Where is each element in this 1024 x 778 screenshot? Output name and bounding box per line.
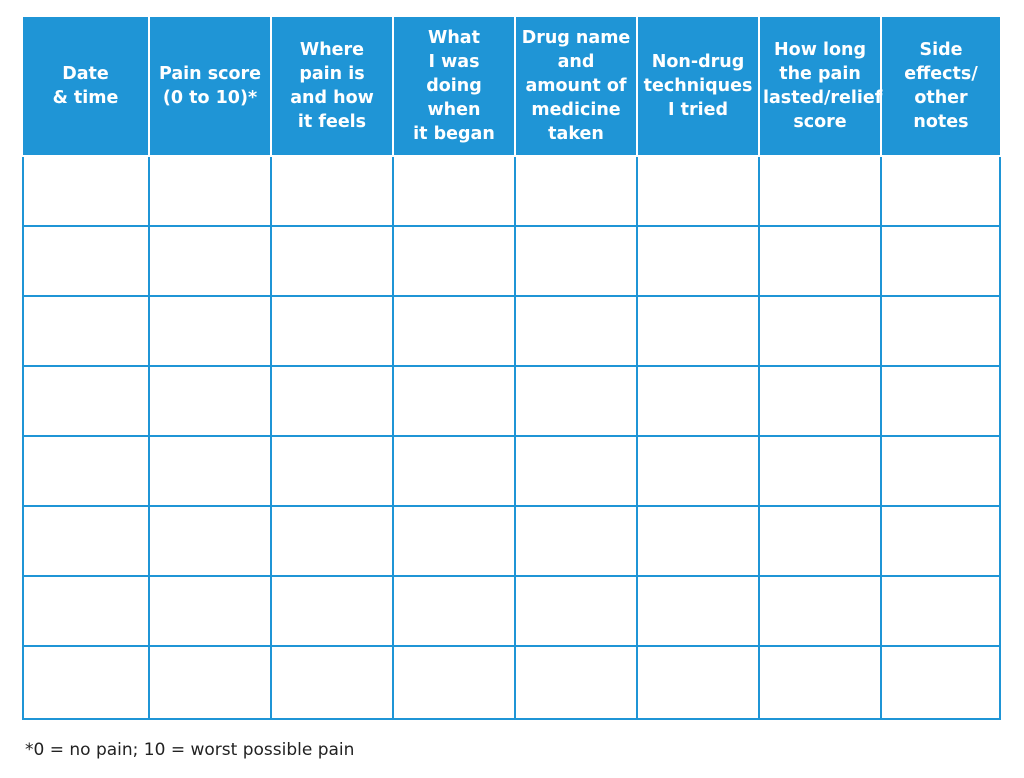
table-row xyxy=(22,645,1001,720)
table-cell[interactable] xyxy=(758,575,882,647)
table-cell[interactable] xyxy=(270,365,394,437)
table-cell[interactable] xyxy=(514,435,638,507)
table-cell[interactable] xyxy=(148,155,272,227)
table-cell[interactable] xyxy=(758,435,882,507)
table-cell[interactable] xyxy=(148,505,272,577)
table-cell[interactable] xyxy=(636,645,760,720)
table-cell[interactable] xyxy=(148,435,272,507)
header-duration-relief: How long the pain lasted/relief score xyxy=(758,17,882,157)
table-cell[interactable] xyxy=(514,225,638,297)
pain-scale-footnote: *0 = no pain; 10 = worst possible pain xyxy=(25,740,355,760)
table-cell[interactable] xyxy=(880,155,1001,227)
table-cell[interactable] xyxy=(880,295,1001,367)
table-row xyxy=(22,435,1001,507)
table-cell[interactable] xyxy=(514,505,638,577)
table-cell[interactable] xyxy=(880,365,1001,437)
table-cell[interactable] xyxy=(22,645,150,720)
table-cell[interactable] xyxy=(758,505,882,577)
table-cell[interactable] xyxy=(636,365,760,437)
header-date-time: Date & time xyxy=(23,17,150,157)
table-cell[interactable] xyxy=(392,575,516,647)
table-cell[interactable] xyxy=(880,435,1001,507)
table-cell[interactable] xyxy=(514,295,638,367)
table-cell[interactable] xyxy=(636,155,760,227)
table-cell[interactable] xyxy=(270,225,394,297)
table-cell[interactable] xyxy=(758,225,882,297)
header-pain-location: Where pain is and how it feels xyxy=(270,17,394,157)
table-row xyxy=(22,295,1001,367)
header-side-effects: Side effects/ other notes xyxy=(880,17,1000,157)
table-cell[interactable] xyxy=(22,435,150,507)
table-cell[interactable] xyxy=(148,295,272,367)
table-cell[interactable] xyxy=(392,435,516,507)
table-cell[interactable] xyxy=(636,575,760,647)
table-cell[interactable] xyxy=(148,225,272,297)
table-cell[interactable] xyxy=(270,505,394,577)
table-cell[interactable] xyxy=(880,575,1001,647)
table-cell[interactable] xyxy=(636,225,760,297)
table-row xyxy=(22,225,1001,297)
table-cell[interactable] xyxy=(392,365,516,437)
table-cell[interactable] xyxy=(22,365,150,437)
header-pain-score: Pain score (0 to 10)* xyxy=(148,17,272,157)
table-cell[interactable] xyxy=(758,365,882,437)
table-row xyxy=(22,505,1001,577)
header-activity: What I was doing when it began xyxy=(392,17,516,157)
header-non-drug-techniques: Non-drug techniques I tried xyxy=(636,17,760,157)
table-cell[interactable] xyxy=(880,645,1001,720)
table-cell[interactable] xyxy=(148,365,272,437)
table-row xyxy=(22,365,1001,437)
table-cell[interactable] xyxy=(22,575,150,647)
table-body xyxy=(22,155,1001,720)
table-cell[interactable] xyxy=(758,645,882,720)
table-header-row: Date & time Pain score (0 to 10)* Where … xyxy=(23,17,1000,157)
table-cell[interactable] xyxy=(758,155,882,227)
table-cell[interactable] xyxy=(270,645,394,720)
header-drug-name: Drug name and amount of medicine taken xyxy=(514,17,638,157)
table-cell[interactable] xyxy=(636,505,760,577)
table-cell[interactable] xyxy=(270,295,394,367)
table-cell[interactable] xyxy=(270,155,394,227)
table-cell[interactable] xyxy=(22,225,150,297)
table-cell[interactable] xyxy=(880,505,1001,577)
table-cell[interactable] xyxy=(636,295,760,367)
table-cell[interactable] xyxy=(148,645,272,720)
table-cell[interactable] xyxy=(270,575,394,647)
table-cell[interactable] xyxy=(22,155,150,227)
table-cell[interactable] xyxy=(392,505,516,577)
table-cell[interactable] xyxy=(392,155,516,227)
table-cell[interactable] xyxy=(148,575,272,647)
table-cell[interactable] xyxy=(514,365,638,437)
table-cell[interactable] xyxy=(758,295,882,367)
pain-log-table: Date & time Pain score (0 to 10)* Where … xyxy=(22,17,1001,720)
table-cell[interactable] xyxy=(514,645,638,720)
table-cell[interactable] xyxy=(392,225,516,297)
table-cell[interactable] xyxy=(880,225,1001,297)
table-row xyxy=(22,155,1001,227)
table-cell[interactable] xyxy=(22,505,150,577)
table-cell[interactable] xyxy=(22,295,150,367)
table-row xyxy=(22,575,1001,647)
table-cell[interactable] xyxy=(636,435,760,507)
table-cell[interactable] xyxy=(392,645,516,720)
table-cell[interactable] xyxy=(514,575,638,647)
table-cell[interactable] xyxy=(392,295,516,367)
table-cell[interactable] xyxy=(270,435,394,507)
table-cell[interactable] xyxy=(514,155,638,227)
